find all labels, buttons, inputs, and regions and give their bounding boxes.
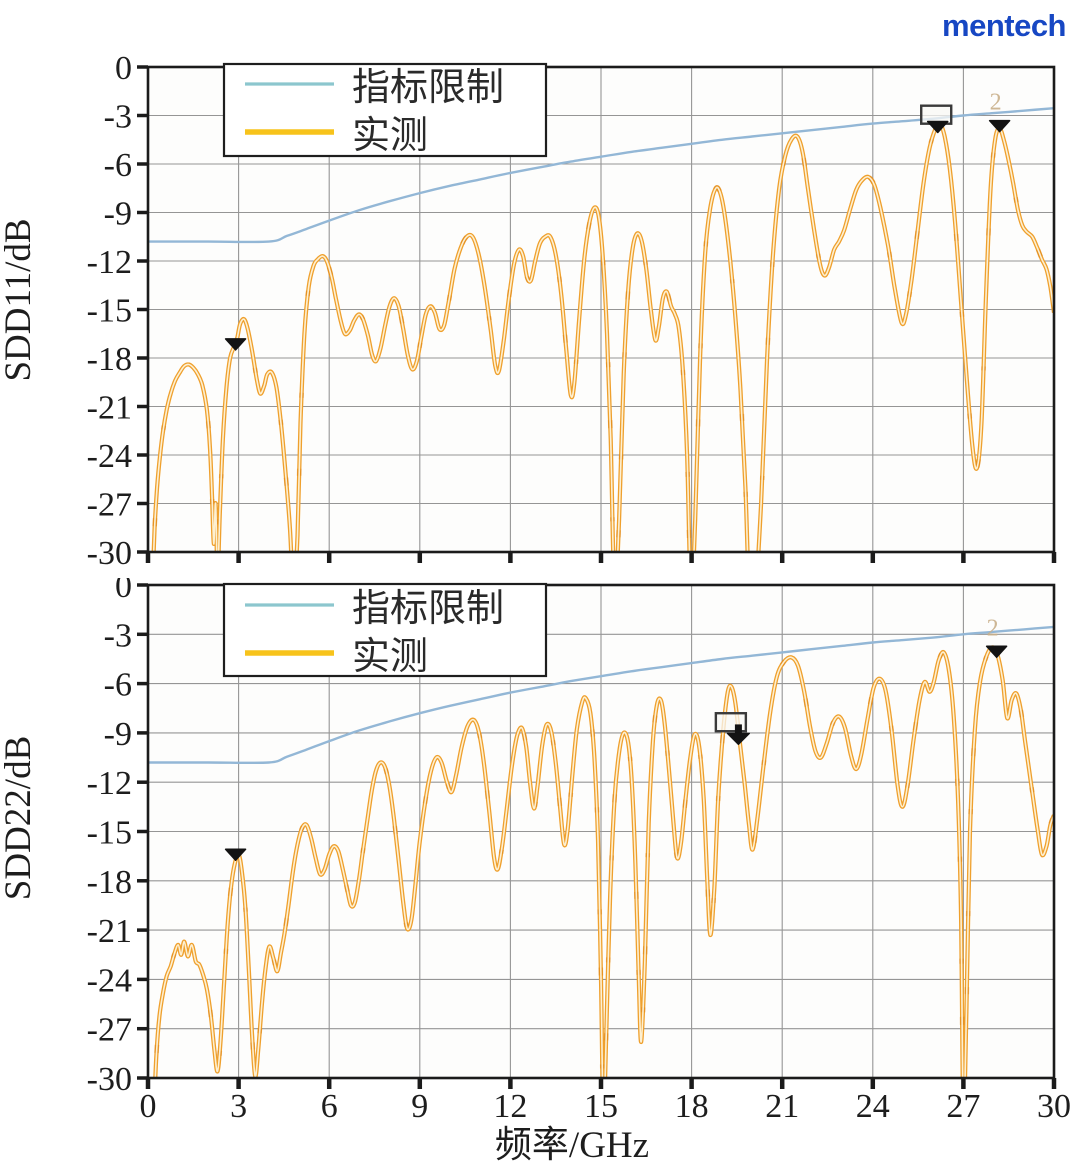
- x-tick-label: 0: [140, 1088, 157, 1125]
- legend-label-limit: 指标限制: [352, 67, 504, 109]
- axis-ticks: [137, 65, 1057, 563]
- x-tick-label: 30: [1037, 1088, 1071, 1125]
- legend-label-measured: 实测: [352, 115, 428, 157]
- y-axis-title-sdd22: SDD22/dB: [0, 736, 39, 900]
- y-tick-label: -27: [87, 487, 132, 524]
- x-tick-label: 18: [675, 1088, 709, 1125]
- x-axis-title: 频率/GHz: [495, 1124, 649, 1166]
- marker-triangle-icon: [224, 338, 247, 351]
- y-tick-label: -24: [87, 438, 132, 475]
- y-tick-label: -12: [87, 765, 132, 802]
- y-tick-label: -3: [104, 617, 132, 654]
- y-tick-label: -18: [87, 864, 132, 901]
- x-tick-label: 3: [230, 1088, 247, 1125]
- y-tick-label: -30: [87, 535, 132, 572]
- legend-label-measured: 实测: [352, 636, 428, 678]
- y-tick-label: -3: [104, 99, 132, 136]
- legend-box: [222, 582, 548, 678]
- y-tick-label: 0: [115, 578, 132, 605]
- y-tick-label: -6: [104, 147, 132, 184]
- y-tick-label: -21: [87, 390, 132, 427]
- marker-arrow-stem: [734, 724, 742, 735]
- limit-line: [148, 625, 1055, 765]
- y-tick-label: -15: [87, 293, 132, 330]
- axis-ticks: [137, 583, 1057, 1089]
- y-tick-label: -9: [104, 196, 132, 233]
- marker-triangle-icon: [988, 119, 1011, 133]
- x-tick-label: 6: [321, 1088, 338, 1125]
- y-tick-label: -9: [104, 716, 132, 753]
- legend-box: [222, 62, 548, 158]
- marker-triangle-icon: [224, 848, 247, 862]
- limit-line: [147, 107, 1055, 244]
- brand-logo: mentech: [942, 8, 1066, 43]
- y-tick-label: -18: [87, 341, 132, 378]
- y-tick-label: -27: [87, 1012, 132, 1049]
- gridlines: [148, 67, 1054, 552]
- x-tick-label: 15: [584, 1088, 618, 1125]
- marker-triangle-icon: [985, 645, 1008, 659]
- x-tick-label: 12: [493, 1088, 527, 1125]
- marker-label: 2: [987, 615, 999, 641]
- x-tick-label: 24: [856, 1088, 890, 1125]
- y-tick-label: 0: [115, 50, 132, 87]
- y-tick-label: -30: [87, 1061, 132, 1098]
- y-tick-label: -24: [87, 962, 132, 999]
- x-tick-label: 27: [946, 1088, 980, 1125]
- marker-arrow-icon: [726, 732, 751, 746]
- x-tick-label: 21: [765, 1088, 799, 1125]
- y-tick-label: -6: [104, 667, 132, 704]
- y-axis-title-sdd11: SDD11/dB: [0, 218, 39, 381]
- marker-triangle-icon: [926, 120, 949, 134]
- sdd22-chart: 0 3 6 9 12 15 18 21 24 27 30 0 -3 -6 -9 -12 -15 -18 -21 -24…: [0, 578, 1071, 1166]
- y-tick-label: -12: [87, 244, 132, 281]
- legend-label-limit: 指标限制: [352, 588, 504, 630]
- x-tick-label: 9: [411, 1088, 428, 1125]
- y-tick-label: -15: [87, 815, 132, 852]
- measured-line-core: [152, 122, 1055, 553]
- y-tick-label: -21: [87, 913, 132, 950]
- measured-line-core: [154, 646, 1055, 1079]
- marker-label: 2: [990, 90, 1002, 116]
